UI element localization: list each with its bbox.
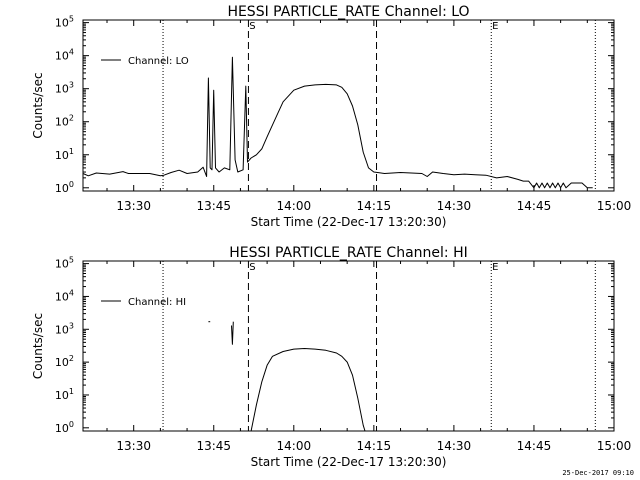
y-tick-label: 105: [55, 256, 74, 271]
y-tick-label: 103: [55, 81, 74, 96]
x-tick-label: 14:30: [437, 199, 472, 213]
y-tick-label: 100: [55, 420, 74, 435]
series-line: [82, 56, 593, 189]
y-tick-label: 103: [55, 321, 74, 336]
legend-label: Channel: LO: [128, 56, 189, 67]
x-tick-label: 14:45: [517, 199, 552, 213]
y-tick-label: 101: [55, 387, 74, 402]
chart-title: HESSI PARTICLE_RATE Channel: LO: [227, 4, 469, 20]
x-axis-label: Start Time (22-Dec-17 13:20:30): [251, 215, 447, 229]
marker-label: E: [492, 21, 498, 32]
y-tick-label: 102: [55, 114, 74, 129]
y-axis-label: Counts/sec: [31, 72, 45, 138]
x-tick-label: 13:45: [196, 199, 231, 213]
marker-label: S: [249, 262, 255, 273]
chart-1: HESSI PARTICLE_RATE Channel: HI Start Tim…: [31, 245, 631, 469]
series-line: [231, 321, 234, 345]
series-line: [250, 348, 366, 432]
x-tick-label: 13:30: [116, 439, 151, 453]
x-tick-label: 15:00: [597, 199, 632, 213]
x-tick-label: 14:45: [517, 439, 552, 453]
marker-label: S: [249, 21, 255, 32]
y-tick-label: 100: [55, 180, 74, 195]
x-tick-label: 14:00: [277, 199, 312, 213]
plot-frame: [82, 19, 615, 192]
y-tick-label: 104: [55, 288, 74, 303]
chart-0: HESSI PARTICLE_RATE Channel: LO Start Tim…: [31, 4, 631, 229]
timestamp: 25-Dec-2017 09:10: [562, 469, 634, 477]
y-tick-label: 104: [55, 48, 74, 63]
x-tick-label: 14:30: [437, 439, 472, 453]
x-axis-label: Start Time (22-Dec-17 13:20:30): [251, 455, 447, 469]
x-tick-label: 15:00: [597, 439, 632, 453]
y-axis-label: Counts/sec: [31, 313, 45, 379]
x-tick-label: 14:15: [357, 439, 392, 453]
marker-label: E: [492, 262, 498, 273]
x-tick-label: 13:45: [196, 439, 231, 453]
legend-label: Channel: HI: [128, 297, 186, 308]
y-tick-label: 101: [55, 147, 74, 162]
x-tick-label: 14:15: [357, 199, 392, 213]
y-tick-label: 102: [55, 354, 74, 369]
y-tick-label: 105: [55, 15, 74, 30]
x-tick-label: 13:30: [116, 199, 151, 213]
x-tick-label: 14:00: [277, 439, 312, 453]
chart-title: HESSI PARTICLE_RATE Channel: HI: [229, 245, 467, 261]
